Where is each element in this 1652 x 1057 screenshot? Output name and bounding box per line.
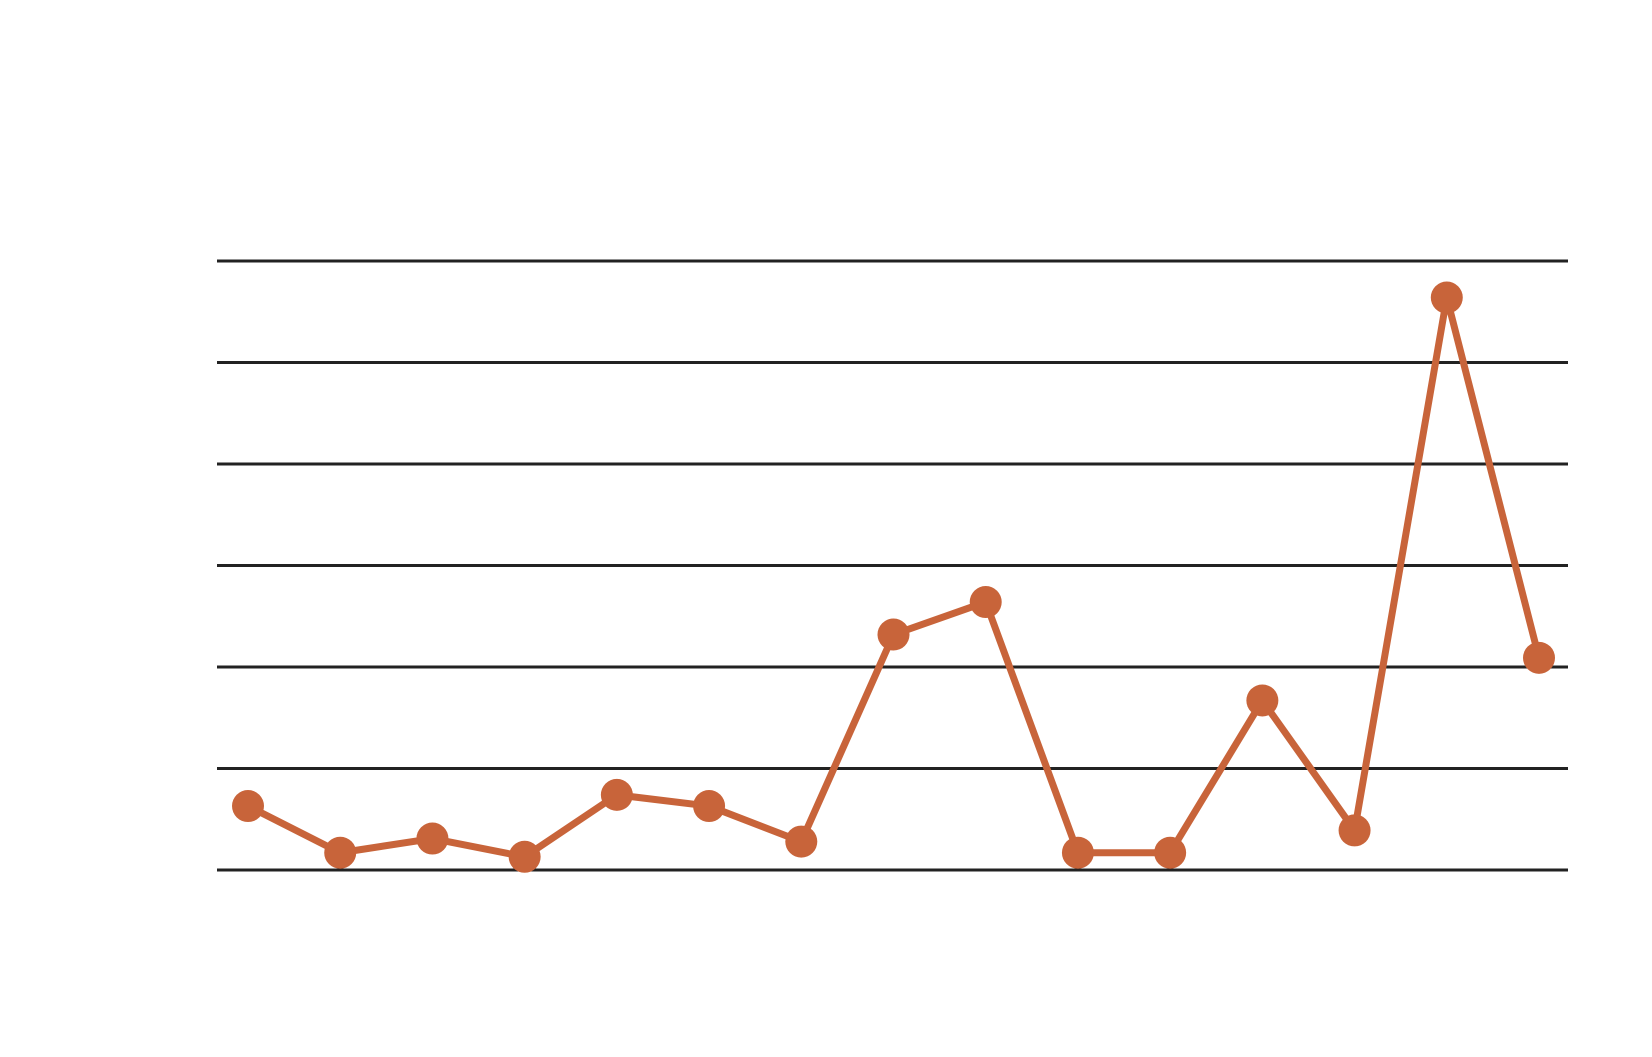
data-point [324, 836, 357, 869]
data-point [600, 778, 633, 811]
data-point [508, 840, 541, 873]
data-point [1246, 684, 1279, 717]
data-point [416, 822, 449, 855]
data-point [1154, 836, 1187, 869]
data-point [1061, 836, 1094, 869]
data-point [1430, 281, 1463, 314]
data-point [232, 790, 264, 823]
data-point [877, 618, 910, 651]
data-line [244, 294, 1543, 861]
data-point [1523, 641, 1555, 674]
data-point [693, 790, 726, 823]
data-point [1338, 814, 1371, 847]
data-point [785, 825, 818, 858]
data-point [969, 586, 1002, 619]
